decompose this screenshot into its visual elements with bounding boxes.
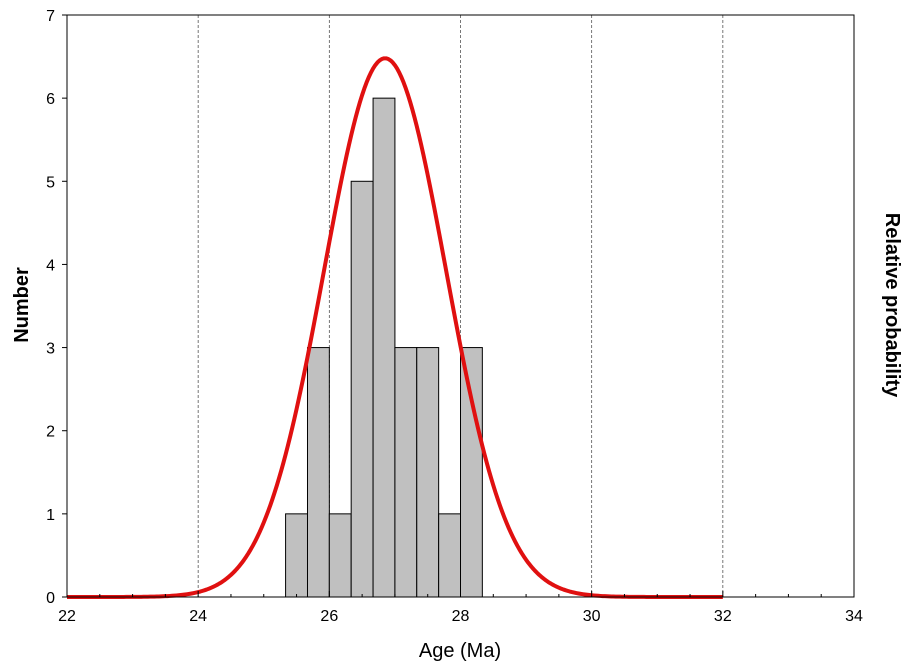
histogram-bar-1 [306,347,330,598]
x-tick-label-28: 28 [452,608,470,625]
x-axis-title: Age (Ma) [419,640,501,662]
x-axis-ticks: 22 24 26 28 30 32 34 [58,591,863,625]
y-axis-title: Number [11,267,33,343]
y-tick-label-7: 7 [46,8,55,25]
histogram-bar-2 [328,513,352,598]
x-tick-label-34: 34 [845,608,863,625]
y-axis-ticks: 0 1 2 3 4 5 6 7 [46,8,67,607]
y-tick-label-5: 5 [46,174,55,191]
histogram-bar-6 [416,347,440,598]
histogram-bar-7 [438,513,461,598]
histogram-bar-4 [372,97,396,598]
x-tick-label-32: 32 [714,608,732,625]
histogram-bars [285,97,483,598]
y-tick-label-2: 2 [46,424,55,441]
histogram-bar-5 [394,347,418,598]
histogram-bar-8 [460,347,483,598]
x-tick-label-30: 30 [583,608,601,625]
y-tick-label-6: 6 [46,91,55,108]
histogram-bar-3 [350,180,374,598]
y-tick-label-3: 3 [46,341,55,358]
y-tick-label-4: 4 [46,257,55,274]
histogram-bar-0 [285,513,308,598]
y-tick-label-1: 1 [46,507,55,524]
x-tick-label-22: 22 [58,608,76,625]
y-tick-label-0: 0 [46,590,55,607]
y2-axis-title: Relative probability [881,213,903,398]
x-tick-label-26: 26 [320,608,338,625]
x-tick-label-24: 24 [189,608,207,625]
